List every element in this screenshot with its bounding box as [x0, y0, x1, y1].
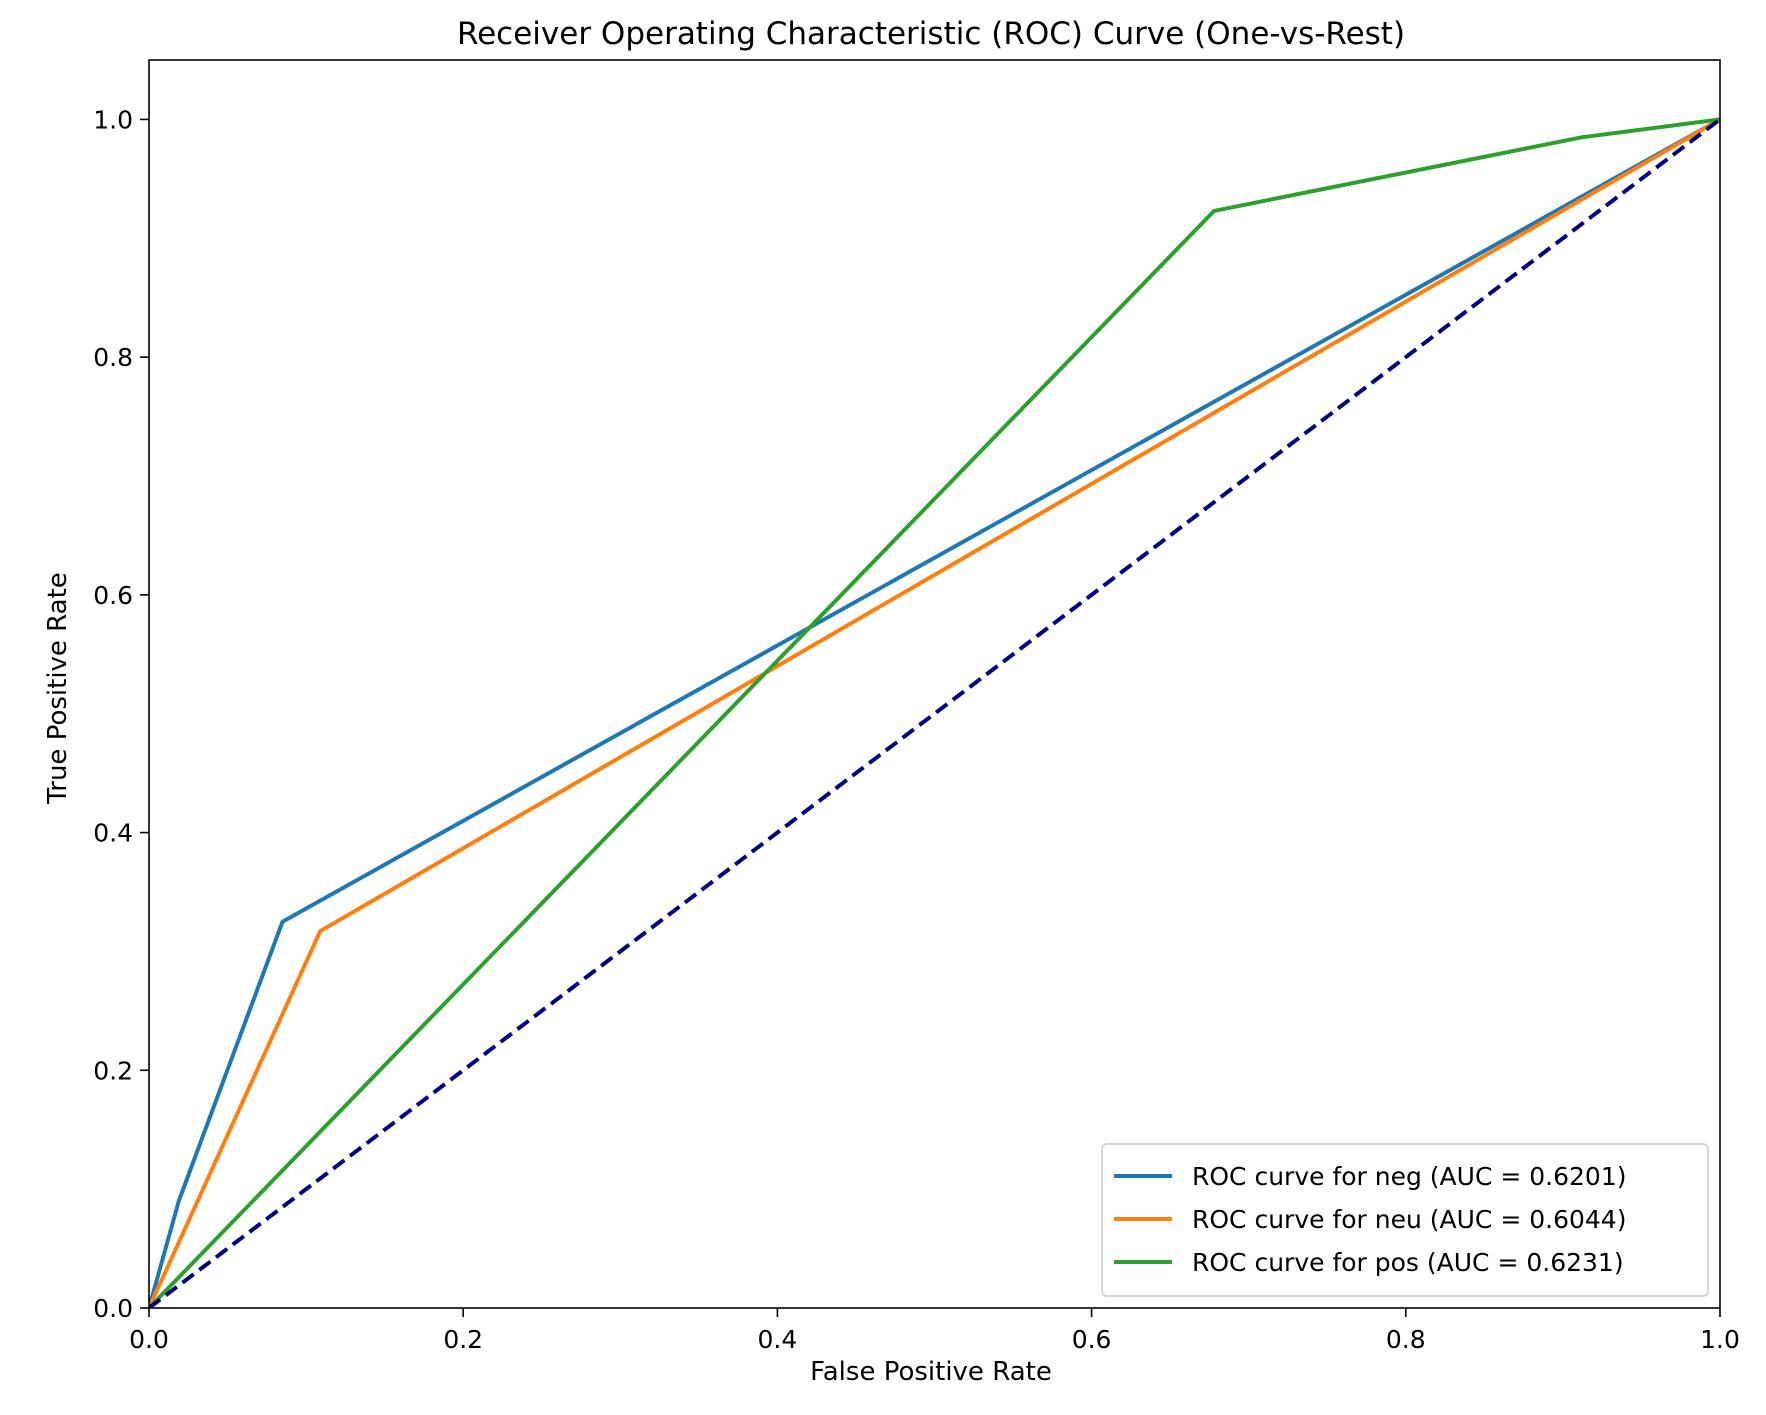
y-axis-label: True Positive Rate: [43, 572, 73, 805]
y-tick-label: 0.2: [93, 1056, 133, 1085]
x-tick-label: 0.0: [129, 1325, 169, 1354]
y-tick-label: 1.0: [93, 105, 133, 134]
ticks-layer: 0.0 0.2 0.4 0.6 0.8 1.0 0.0 0.2 0.4 0.6 0.8 1.0: [93, 105, 1740, 1354]
plot-frame: [148, 59, 1721, 1309]
legend-label-2: ROC curve for pos (AUC = 0.6231): [1192, 1248, 1624, 1277]
legend-box: [1101, 1143, 1709, 1297]
y-tick-label: 0.4: [93, 819, 133, 848]
x-tick-label: 1.0: [1700, 1325, 1740, 1354]
legend-label-1: ROC curve for neu (AUC = 0.6044): [1192, 1205, 1626, 1234]
legend: ROC curve for neg (AUC = 0.6201) ROC curv…: [1101, 1143, 1709, 1297]
series-line-2: [149, 117, 1720, 1308]
x-axis-label: False Positive Rate: [810, 1357, 1052, 1387]
chart-title: Receiver Operating Characteristic (ROC) …: [457, 16, 1405, 52]
y-tick-label: 0.8: [93, 343, 133, 372]
y-tick-label: 0.6: [93, 581, 133, 610]
series-line-0: [149, 117, 1720, 1308]
reference-diagonal-line: [149, 117, 1720, 1308]
legend-label-0: ROC curve for neg (AUC = 0.6201): [1192, 1162, 1627, 1191]
series-line-1: [149, 117, 1720, 1308]
x-tick-label: 0.6: [1072, 1325, 1112, 1354]
x-tick-label: 0.8: [1386, 1325, 1426, 1354]
x-tick-label: 0.2: [443, 1325, 483, 1354]
x-tick-label: 0.4: [758, 1325, 798, 1354]
lines-layer: [149, 117, 1720, 1308]
y-tick-label: 0.0: [93, 1294, 133, 1323]
